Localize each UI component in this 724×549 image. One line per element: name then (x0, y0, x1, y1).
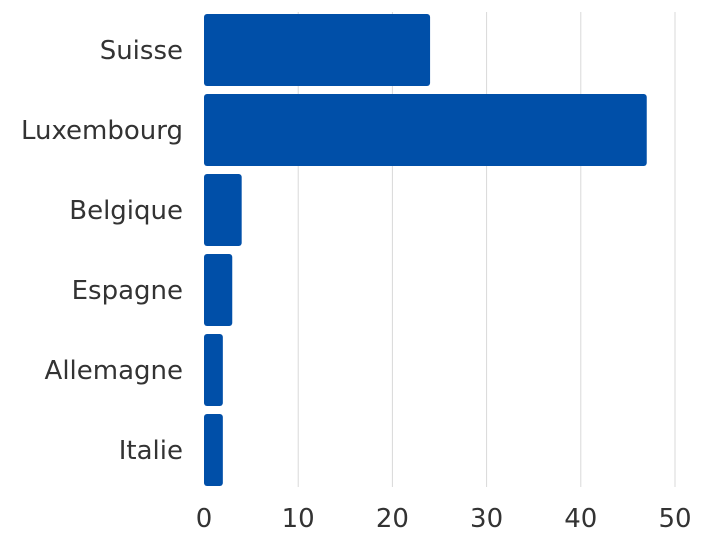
bar-allemagne (204, 334, 223, 406)
bars (204, 14, 647, 486)
category-label-luxembourg: Luxembourg (21, 116, 183, 146)
x-tick-label: 30 (470, 504, 503, 534)
bar-espagne (204, 254, 233, 326)
x-tick-labels: 0 10 20 30 40 50 (196, 504, 692, 534)
bar-luxembourg (204, 94, 647, 166)
category-labels: Suisse Luxembourg Belgique Espagne Allemagne… (21, 36, 183, 466)
bar-belgique (204, 174, 242, 246)
x-tick-label: 50 (658, 504, 691, 534)
category-label-espagne: Espagne (72, 276, 183, 306)
category-label-italie: Italie (119, 436, 183, 466)
x-tick-label: 10 (282, 504, 315, 534)
bar-italie (204, 414, 223, 486)
category-label-allemagne: Allemagne (45, 356, 183, 386)
x-tick-label: 40 (564, 504, 597, 534)
x-tick-label: 0 (196, 504, 213, 534)
x-tick-label: 20 (376, 504, 409, 534)
category-label-suisse: Suisse (100, 36, 183, 66)
bar-suisse (204, 14, 431, 86)
category-label-belgique: Belgique (69, 196, 183, 226)
gridlines (297, 12, 676, 487)
